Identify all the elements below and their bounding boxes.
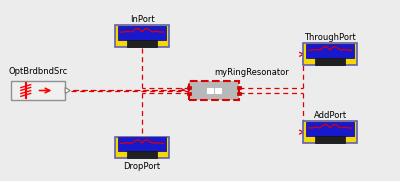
Polygon shape bbox=[65, 88, 70, 94]
Text: ThroughPort: ThroughPort bbox=[304, 33, 356, 42]
FancyBboxPatch shape bbox=[303, 121, 357, 143]
FancyBboxPatch shape bbox=[189, 81, 239, 100]
FancyBboxPatch shape bbox=[207, 88, 213, 91]
FancyBboxPatch shape bbox=[306, 44, 354, 58]
Text: OptBrdbndSrc: OptBrdbndSrc bbox=[8, 67, 68, 76]
FancyBboxPatch shape bbox=[315, 58, 345, 65]
FancyBboxPatch shape bbox=[215, 88, 221, 91]
FancyBboxPatch shape bbox=[115, 25, 169, 47]
FancyBboxPatch shape bbox=[187, 92, 192, 95]
FancyBboxPatch shape bbox=[315, 136, 345, 143]
FancyBboxPatch shape bbox=[127, 40, 157, 47]
FancyBboxPatch shape bbox=[236, 86, 241, 89]
FancyBboxPatch shape bbox=[115, 137, 169, 159]
Text: AddPort: AddPort bbox=[314, 111, 346, 120]
Text: InPort: InPort bbox=[130, 15, 154, 24]
Text: myRingResonator: myRingResonator bbox=[214, 68, 289, 77]
FancyBboxPatch shape bbox=[236, 92, 241, 95]
FancyBboxPatch shape bbox=[215, 90, 221, 93]
FancyBboxPatch shape bbox=[207, 90, 213, 93]
FancyBboxPatch shape bbox=[303, 43, 357, 65]
FancyBboxPatch shape bbox=[11, 81, 65, 100]
FancyBboxPatch shape bbox=[306, 122, 354, 136]
FancyBboxPatch shape bbox=[187, 86, 192, 89]
FancyBboxPatch shape bbox=[127, 151, 157, 159]
FancyBboxPatch shape bbox=[118, 137, 166, 151]
FancyBboxPatch shape bbox=[118, 26, 166, 40]
Text: DropPort: DropPort bbox=[124, 162, 160, 171]
